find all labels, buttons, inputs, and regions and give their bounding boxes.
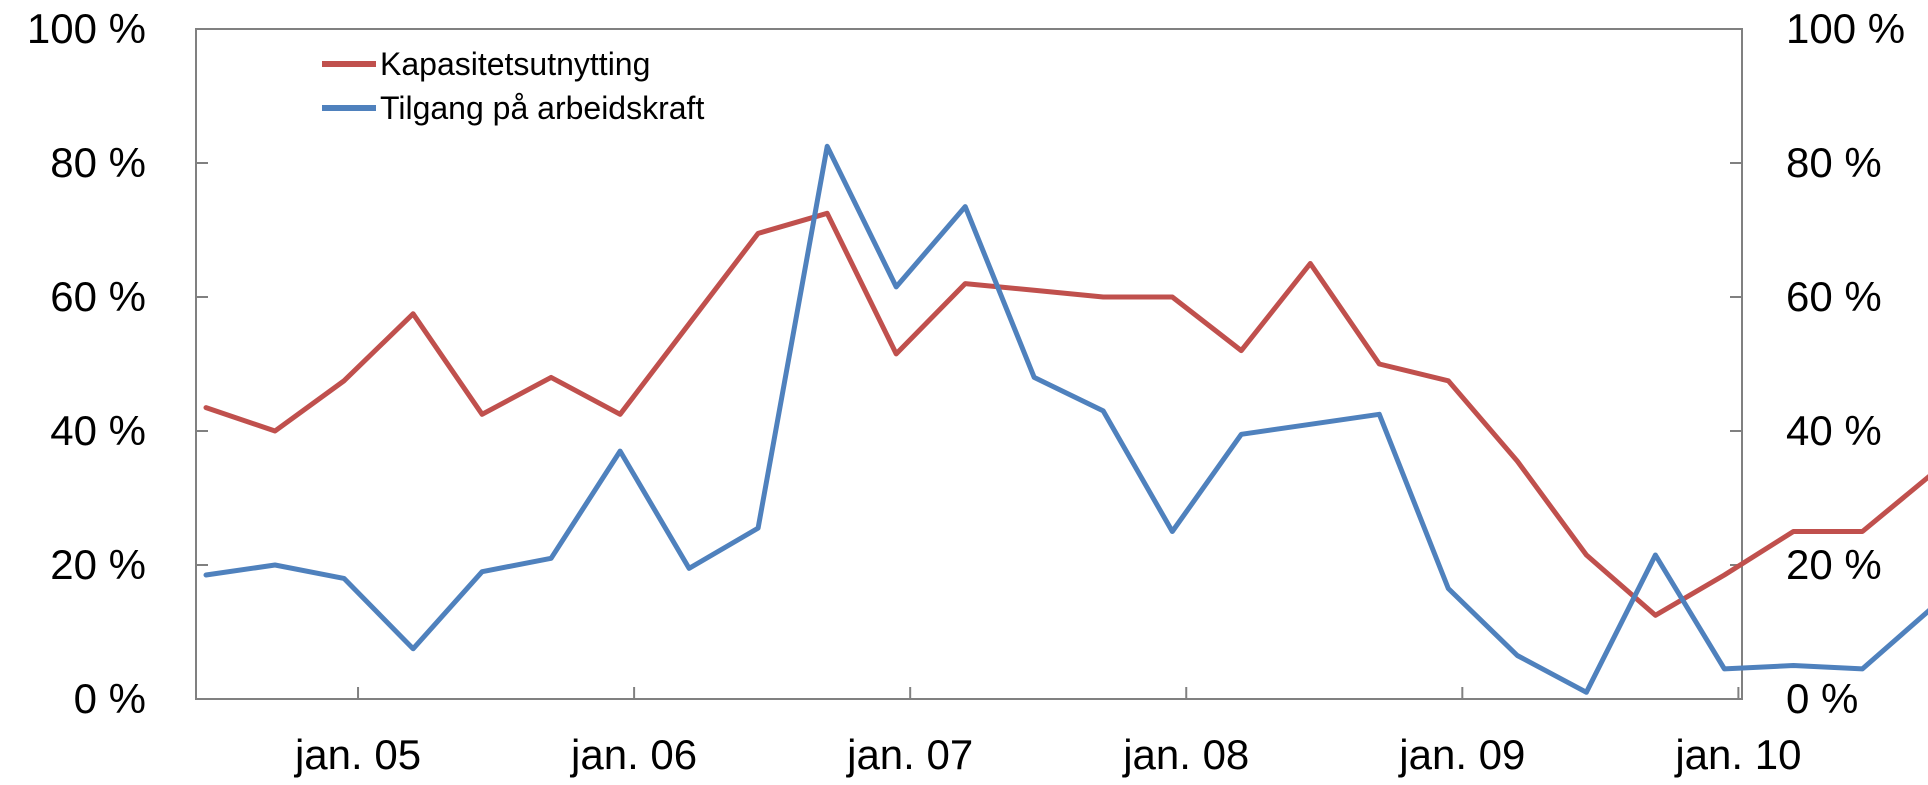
legend-label: Kapasitetsutnytting — [380, 46, 650, 82]
right-y-tick-label: 0 % — [1786, 675, 1858, 722]
right-y-tick-label: 100 % — [1786, 5, 1905, 52]
left-y-tick-label: 40 % — [50, 407, 146, 454]
x-tick-label: jan. 09 — [1397, 731, 1525, 778]
right-y-tick-label: 20 % — [1786, 541, 1882, 588]
left-y-tick-label: 80 % — [50, 139, 146, 186]
right-y-tick-label: 80 % — [1786, 139, 1882, 186]
legend: Kapasitetsutnytting Tilgang på arbeidskra… — [322, 46, 704, 126]
x-tick-label: jan. 10 — [1673, 731, 1801, 778]
plot-frame — [195, 28, 1743, 700]
series-line-1 — [203, 143, 1928, 695]
left-y-tick-label: 100 % — [27, 5, 146, 52]
right-y-axis: 0 % 20 % 40 % 60 % 80 % 100 % — [1730, 5, 1905, 722]
left-y-axis: 0 % 20 % 40 % 60 % 80 % 100 % — [27, 5, 208, 722]
x-tick-label: jan. 08 — [1121, 731, 1249, 778]
x-tick-label: jan. 06 — [569, 731, 697, 778]
left-y-tick-label: 60 % — [50, 273, 146, 320]
left-y-tick-label: 0 % — [74, 675, 146, 722]
right-y-tick-label: 60 % — [1786, 273, 1882, 320]
legend-label: Tilgang på arbeidskraft — [380, 90, 704, 126]
x-tick-label: jan. 07 — [845, 731, 973, 778]
series-line-0 — [203, 210, 1928, 618]
x-tick-label: jan. 05 — [293, 731, 421, 778]
series-layer — [203, 143, 1928, 695]
right-y-tick-label: 40 % — [1786, 407, 1882, 454]
x-axis: jan. 05 jan. 06 jan. 07 jan. 08 jan. 09 jan. … — [293, 687, 1801, 778]
left-y-tick-label: 20 % — [50, 541, 146, 588]
